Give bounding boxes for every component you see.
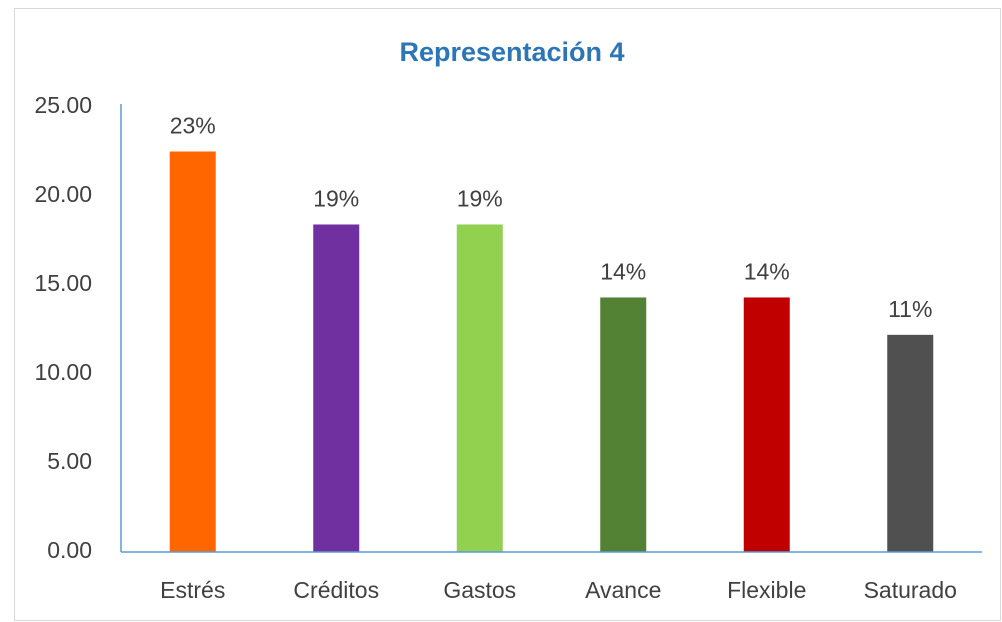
bar <box>600 297 647 552</box>
data-label: 11% <box>888 296 932 322</box>
bar <box>456 224 503 553</box>
bar <box>313 224 360 553</box>
data-label: 14% <box>600 259 646 285</box>
y-tick-label: 0.00 <box>47 537 92 563</box>
x-tick-label: Créditos <box>293 577 379 603</box>
bar <box>169 151 216 552</box>
chart-frame <box>14 8 1001 621</box>
x-tick-label: Estrés <box>160 577 225 603</box>
y-tick-label: 5.00 <box>47 448 92 474</box>
chart-title: Representación 4 <box>399 37 624 67</box>
data-label: 23% <box>170 113 216 139</box>
x-tick-label: Avance <box>585 577 661 603</box>
y-tick-label: 15.00 <box>34 270 92 296</box>
y-tick-label: 25.00 <box>34 92 92 118</box>
y-tick-label: 10.00 <box>34 359 92 385</box>
bar <box>743 297 790 552</box>
x-tick-label: Gastos <box>443 577 516 603</box>
x-tick-label: Saturado <box>864 577 957 603</box>
data-label: 14% <box>744 259 790 285</box>
bar <box>887 334 934 552</box>
data-label: 19% <box>457 186 503 212</box>
x-tick-label: Flexible <box>727 577 806 603</box>
y-tick-label: 20.00 <box>34 181 92 207</box>
data-label: 19% <box>313 186 359 212</box>
